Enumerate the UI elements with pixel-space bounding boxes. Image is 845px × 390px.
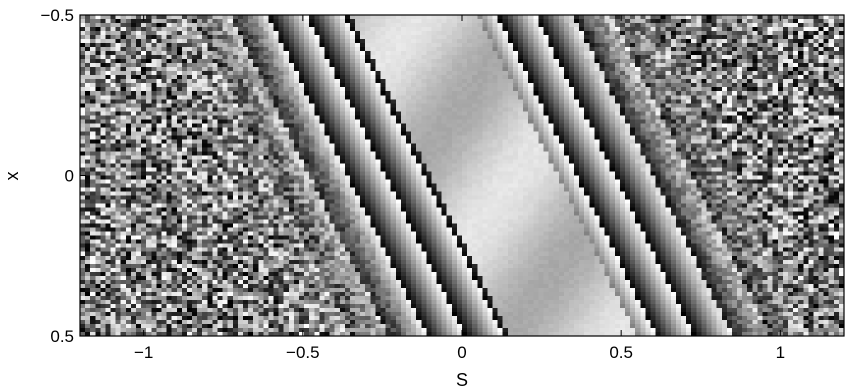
y-axis-label: x (2, 172, 22, 181)
x-axis-ticks: −1 −0.5 0 0.5 1 (134, 15, 785, 362)
heatmap-image (80, 15, 844, 336)
y-tick-label: 0 (65, 167, 74, 186)
x-tick-label: −0.5 (286, 343, 320, 362)
plot-area (79, 14, 845, 337)
x-tick-label: 0.5 (609, 343, 633, 362)
y-tick-label: −0.5 (40, 6, 74, 25)
x-tick-label: −1 (134, 343, 153, 362)
x-tick-label: 1 (776, 343, 785, 362)
y-tick-label: 0.5 (50, 327, 74, 346)
x-axis-label: S (456, 370, 468, 390)
y-axis-ticks: −0.5 0 0.5 (40, 6, 86, 346)
x-tick-label: 0 (457, 343, 466, 362)
